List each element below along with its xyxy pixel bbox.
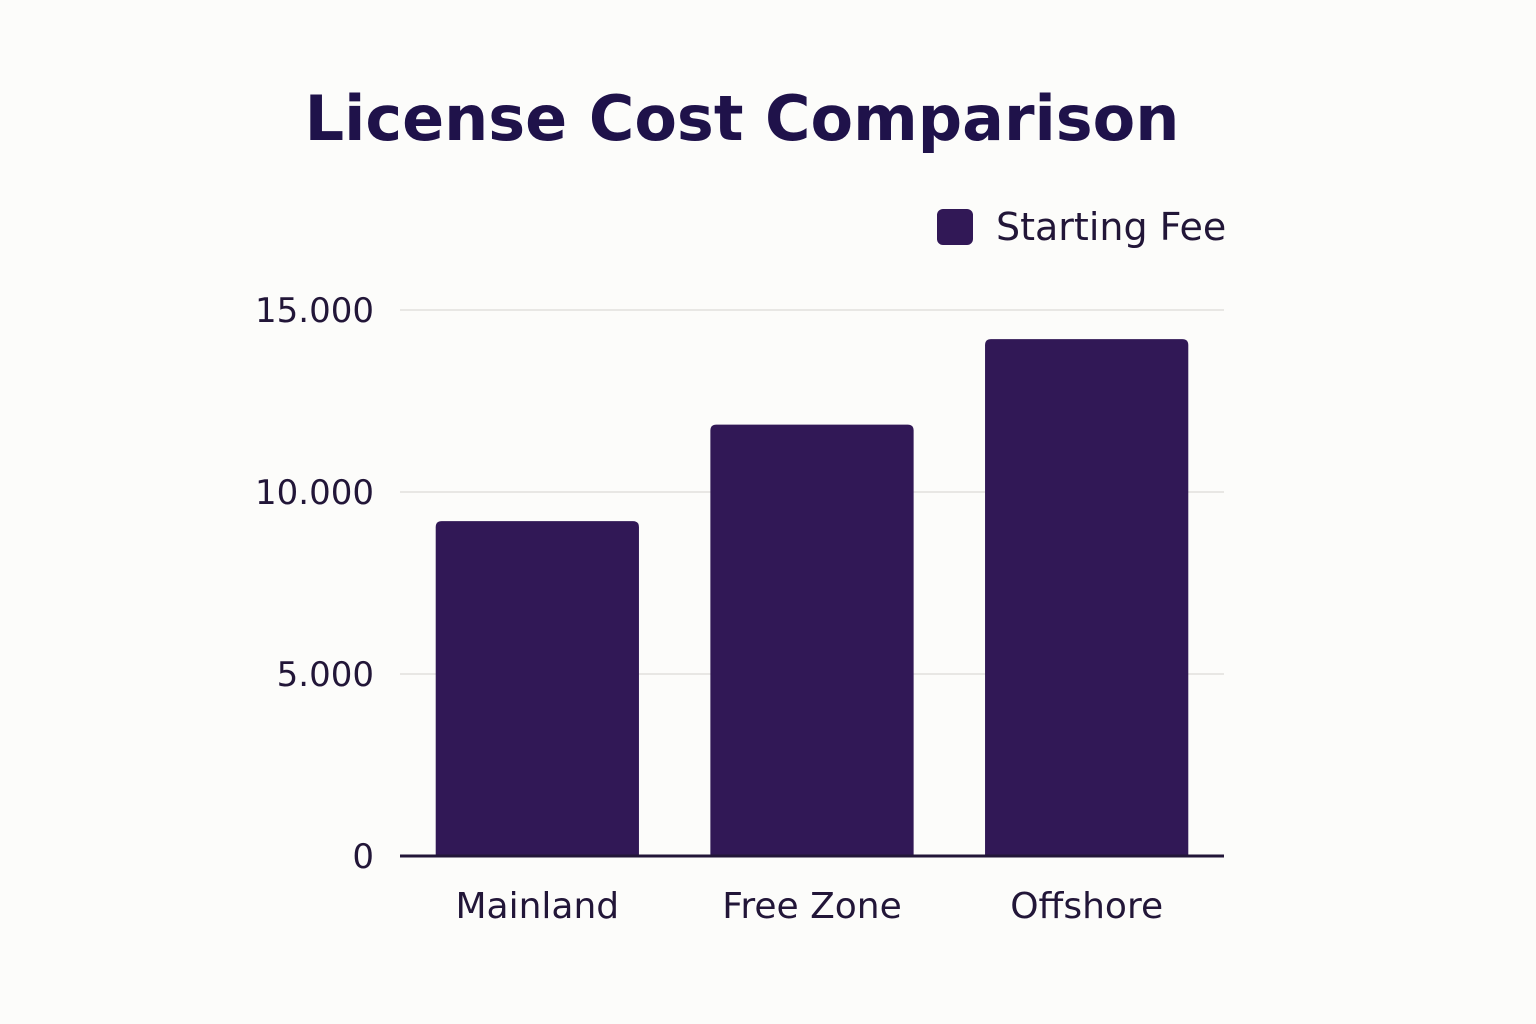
legend-swatch (937, 209, 973, 245)
y-tick-label: 10.000 (255, 473, 374, 513)
y-tick-label: 0 (352, 837, 374, 877)
x-tick-label-mainland: Mainland (455, 886, 619, 927)
y-axis-ticks: 0 5.000 10.000 15.000 (255, 291, 374, 877)
x-axis-labels: Mainland Free Zone Offshore (455, 886, 1163, 927)
bars (435, 339, 1189, 856)
legend-label-starting-fee: Starting Fee (996, 205, 1226, 249)
chart-title: License Cost Comparison (305, 82, 1180, 155)
bar-mainland (435, 521, 639, 856)
bar-free-zone (710, 424, 914, 856)
bar-offshore (985, 339, 1189, 856)
x-tick-label-offshore: Offshore (1010, 886, 1163, 927)
legend: Starting Fee (937, 205, 1226, 249)
y-tick-label: 5.000 (277, 655, 374, 695)
y-tick-label: 15.000 (255, 291, 374, 331)
x-tick-label-free-zone: Free Zone (722, 886, 902, 927)
